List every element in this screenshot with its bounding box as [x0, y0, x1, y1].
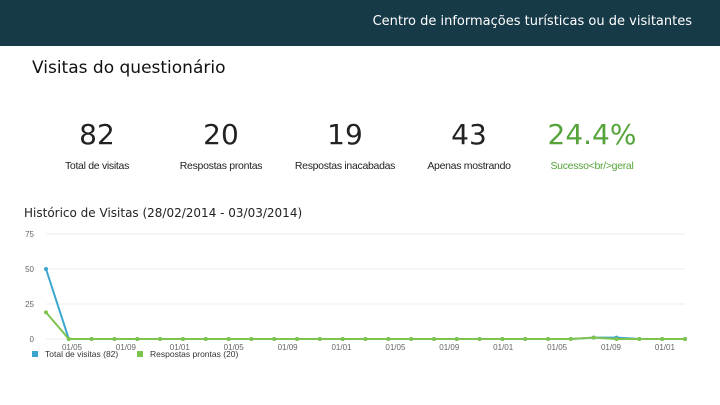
- data-point-responses: [477, 337, 482, 341]
- x-tick-label: 01/05: [385, 343, 406, 352]
- data-point-responses: [683, 337, 687, 341]
- data-point-responses: [431, 337, 436, 341]
- data-point-responses: [272, 337, 277, 341]
- legend-item-responses[interactable]: Respostas prontas (20): [137, 349, 238, 359]
- header-bar: Centro de informações turísticas ou de v…: [0, 0, 720, 46]
- y-tick-label: 0: [30, 335, 35, 344]
- stat-value: 82: [79, 118, 115, 151]
- stat-value: 19: [327, 118, 363, 151]
- x-tick-label: 01/05: [62, 343, 83, 352]
- data-point-responses: [158, 337, 163, 341]
- stat-only-viewing: 43 Apenas mostrando: [404, 115, 534, 172]
- legend-swatch-responses: [137, 351, 143, 357]
- data-point-visits: [44, 267, 48, 271]
- page-title: Visitas do questionário: [32, 58, 226, 78]
- data-point-responses: [660, 337, 665, 341]
- legend-label-visits: Total de visitas (82): [45, 349, 119, 359]
- stat-value: 20: [203, 118, 239, 151]
- data-point-responses: [546, 337, 551, 341]
- x-tick-label: 01/09: [116, 343, 137, 352]
- stat-label: Sucesso<br/>geral: [550, 160, 634, 172]
- data-point-responses: [317, 337, 322, 341]
- y-tick-label: 25: [25, 300, 34, 309]
- x-tick-label: 01/05: [224, 343, 245, 352]
- data-point-responses: [409, 337, 414, 341]
- data-point-responses: [523, 337, 528, 341]
- series-line-responses: [45, 311, 685, 340]
- stat-completed-responses: 20 Respostas prontas: [156, 115, 286, 172]
- stat-label: Respostas prontas: [179, 160, 263, 172]
- data-point-responses: [386, 337, 391, 341]
- data-point-responses: [135, 337, 140, 341]
- data-point-responses: [637, 337, 642, 341]
- x-tick-label: 01/01: [170, 343, 191, 352]
- x-tick-label: 01/05: [547, 343, 568, 352]
- stat-unfinished-responses: 19 Respostas inacabadas: [280, 115, 410, 172]
- stat-label: Total de visitas: [64, 160, 130, 172]
- data-point-responses: [295, 337, 300, 341]
- legend-item-visits[interactable]: Total de visitas (82): [32, 349, 118, 359]
- x-tick-label: 01/01: [655, 343, 676, 352]
- data-point-responses: [112, 337, 117, 341]
- stat-label: Apenas mostrando: [427, 160, 511, 172]
- x-tick-label: 01/09: [601, 343, 622, 352]
- stat-value: 43: [451, 118, 487, 151]
- stat-overall-success: 24.4% Sucesso<br/>geral: [527, 115, 657, 172]
- x-tick-label: 01/09: [278, 343, 299, 352]
- data-point-responses: [249, 337, 254, 341]
- data-point-responses: [363, 337, 368, 341]
- data-point-responses: [66, 337, 71, 341]
- data-point-responses: [180, 337, 185, 341]
- visits-history-chart: 0 25 50 75 01/05 01/09 01/01 01/05 01/09 01/01 01/…: [25, 230, 687, 352]
- stat-label: Respostas inacabadas: [294, 160, 396, 172]
- data-point-responses: [340, 337, 345, 341]
- x-tick-label: 01/01: [493, 343, 514, 352]
- y-tick-label: 75: [25, 230, 34, 239]
- data-point-responses: [568, 337, 573, 341]
- data-point-responses: [454, 337, 459, 341]
- data-point-responses: [500, 337, 505, 341]
- legend-label-responses: Respostas prontas (20): [150, 349, 239, 359]
- x-tick-label: 01/01: [331, 343, 352, 352]
- data-point-responses: [89, 337, 94, 341]
- data-point-responses: [614, 337, 619, 341]
- data-point-responses: [226, 337, 231, 341]
- legend-swatch-visits: [32, 351, 38, 357]
- data-point-responses: [44, 310, 48, 315]
- x-tick-label: 01/09: [439, 343, 460, 352]
- data-point-responses: [203, 337, 208, 341]
- history-title: Histórico de Visitas (28/02/2014 - 03/03…: [24, 206, 303, 220]
- data-point-responses: [591, 335, 596, 340]
- stat-value: 24.4%: [547, 118, 637, 151]
- header-title: Centro de informações turísticas ou de v…: [372, 14, 692, 29]
- stat-total-visits: 82 Total de visitas: [32, 115, 162, 172]
- y-tick-label: 50: [25, 265, 34, 274]
